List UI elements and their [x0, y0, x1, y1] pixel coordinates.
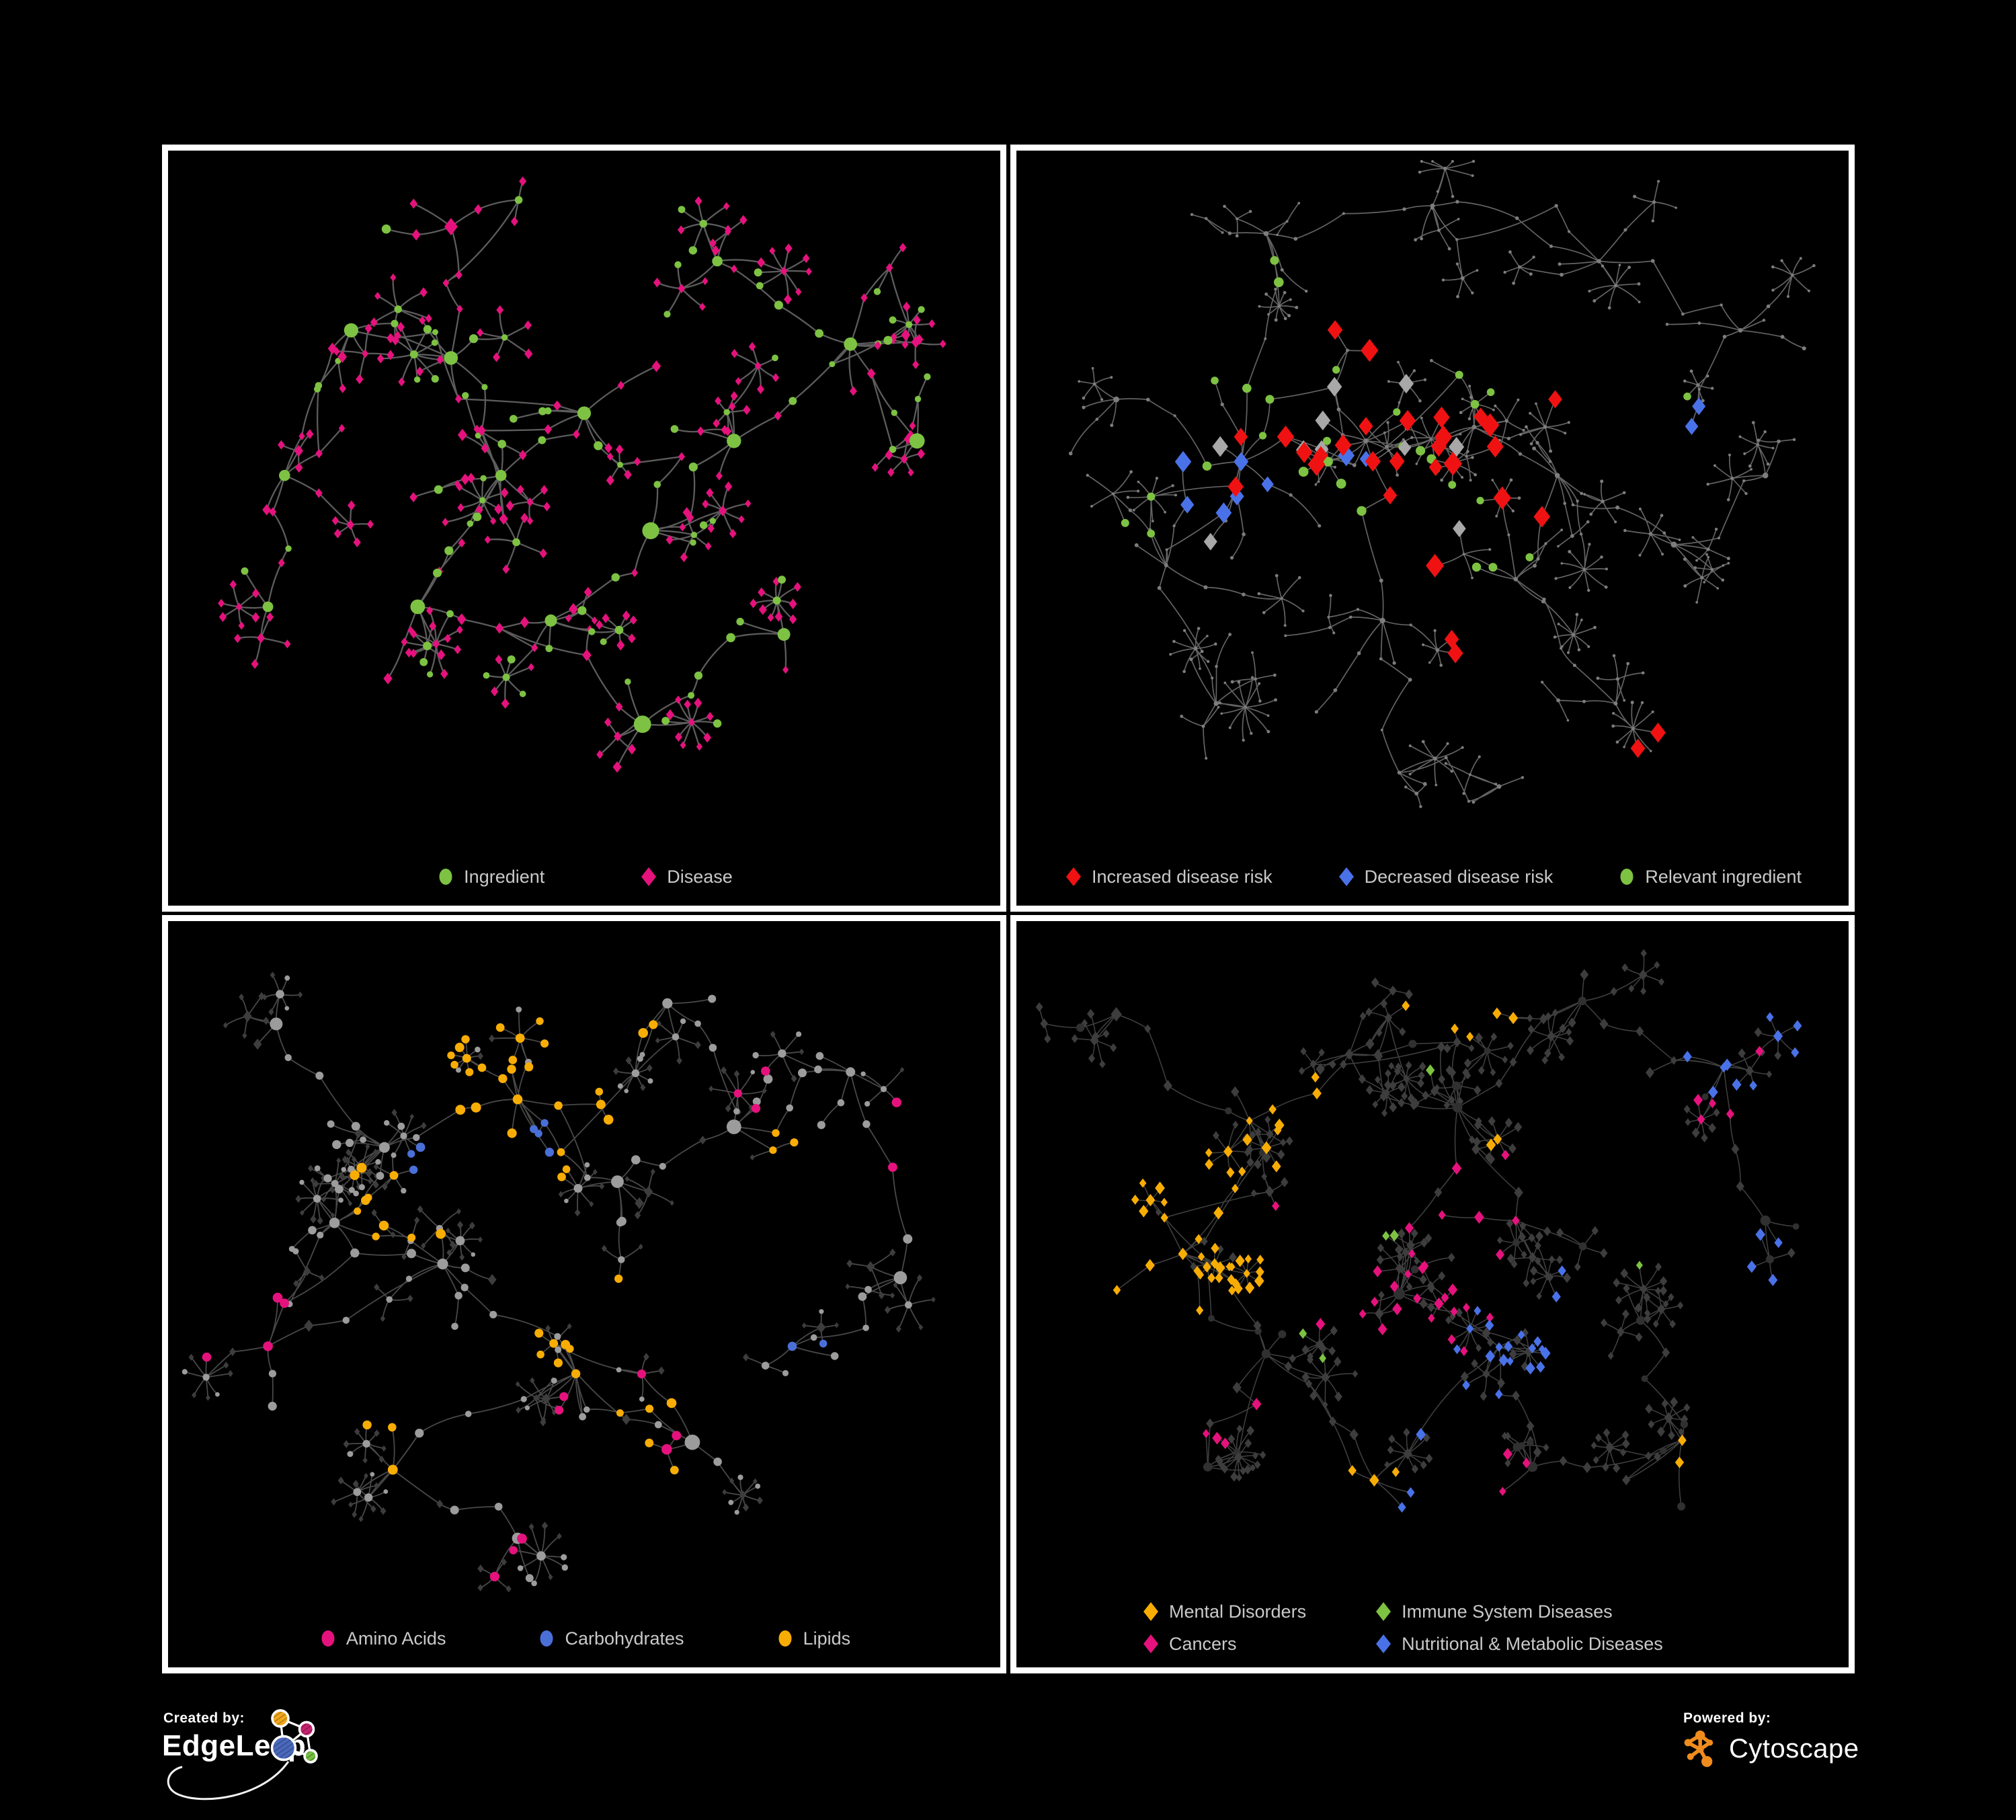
- legend-disease-classes: Mental Disorders Immune System Diseases Ca…: [1016, 1600, 1849, 1655]
- legend-item: Relevant ingredient: [1617, 865, 1802, 888]
- legend-item: Amino Acids: [318, 1627, 446, 1650]
- footer-powered-by: Powered by: Cytosc: [1682, 1706, 1897, 1819]
- legend-ellipse-marker: [778, 1630, 792, 1647]
- network-graph-disease-classes: [1035, 949, 1802, 1513]
- created-by-label: Created by:: [163, 1710, 245, 1726]
- powered-by-label: Powered by:: [1683, 1710, 1771, 1726]
- legend-label: Relevant ingredient: [1645, 866, 1802, 887]
- legend-label: Nutritional & Metabolic Diseases: [1402, 1633, 1663, 1654]
- legend-ellipse-marker: [1620, 869, 1634, 885]
- legend-ellipse-marker: [439, 869, 452, 885]
- panel-nutrient-class-network: Amino Acids Carbohydrates Lipids: [162, 915, 1006, 1673]
- legend-item: Ingredient: [436, 865, 545, 888]
- panel-ingredient-disease-network: Ingredient Disease: [162, 145, 1006, 912]
- legend-item: Nutritional & Metabolic Diseases: [1373, 1632, 1663, 1655]
- legend-ingredient-disease: Ingredient Disease: [168, 865, 1000, 888]
- legend-label: Lipids: [803, 1628, 851, 1649]
- legend-nutrient-classes: Amino Acids Carbohydrates Lipids: [168, 1627, 1000, 1650]
- legend-label: Cancers: [1169, 1633, 1237, 1654]
- network-graph-ingredient-disease: [218, 176, 946, 773]
- legend-label: Carbohydrates: [565, 1628, 684, 1649]
- legend-diamond-marker: [1338, 867, 1354, 886]
- panel-disease-class-network: Mental Disorders Immune System Diseases Ca…: [1010, 915, 1855, 1673]
- legend-item: Mental Disorders: [1141, 1600, 1306, 1623]
- legend-diamond-marker: [1143, 1602, 1158, 1621]
- legend-ellipse-marker: [321, 1630, 335, 1647]
- network-graph-disease-risk: [1068, 159, 1816, 808]
- legend-diamond-marker: [1066, 867, 1082, 886]
- cytoscape-wordmark: Cytoscape: [1729, 1733, 1859, 1764]
- panel-disease-risk-network: Increased disease risk Decreased disease …: [1010, 145, 1855, 912]
- legend-label: Amino Acids: [346, 1628, 446, 1649]
- legend-diamond-marker: [1143, 1634, 1158, 1653]
- legend-disease-risk: Increased disease risk Decreased disease …: [1016, 865, 1849, 888]
- legend-item: Immune System Diseases: [1373, 1600, 1663, 1623]
- footer-created-by: Created by: EdgeLeap: [162, 1706, 592, 1819]
- cytoscape-logo-icon: [1684, 1730, 1713, 1768]
- legend-ellipse-marker: [540, 1630, 553, 1647]
- legend-diamond-marker: [1376, 1602, 1392, 1621]
- legend-diamond-marker: [1376, 1634, 1392, 1653]
- legend-item: Lipids: [775, 1627, 851, 1650]
- legend-item: Decreased disease risk: [1336, 865, 1554, 888]
- legend-item: Increased disease risk: [1063, 865, 1273, 888]
- legend-label: Decreased disease risk: [1364, 866, 1554, 887]
- network-graph-nutrient-classes: [182, 972, 936, 1593]
- legend-item: Cancers: [1141, 1632, 1306, 1655]
- legend-label: Ingredient: [464, 866, 545, 887]
- edgeleap-wordmark: EdgeLeap: [162, 1729, 307, 1762]
- legend-label: Increased disease risk: [1092, 866, 1273, 887]
- legend-item: Disease: [639, 865, 733, 888]
- legend-label: Mental Disorders: [1169, 1601, 1307, 1622]
- legend-label: Disease: [667, 866, 733, 887]
- legend-diamond-marker: [641, 867, 657, 886]
- legend-label: Immune System Diseases: [1402, 1601, 1613, 1622]
- legend-item: Carbohydrates: [536, 1627, 684, 1650]
